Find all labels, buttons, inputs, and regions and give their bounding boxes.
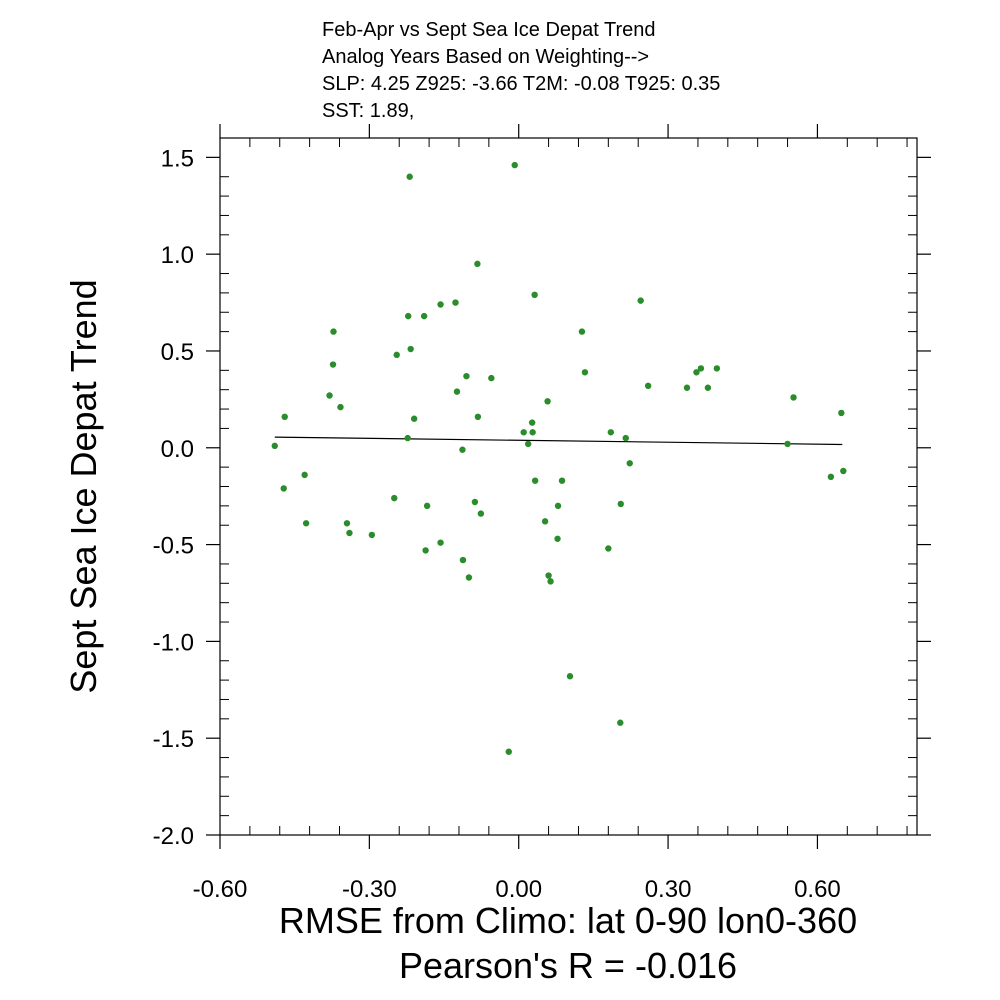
data-point bbox=[713, 365, 721, 372]
data-point bbox=[474, 260, 481, 268]
data-point bbox=[422, 547, 429, 554]
data-point bbox=[531, 477, 539, 484]
data-point bbox=[704, 384, 712, 391]
data-point bbox=[528, 419, 536, 426]
y-tick-label: 0.0 bbox=[161, 436, 194, 463]
plot-frame bbox=[219, 137, 918, 836]
axis-ticks bbox=[206, 124, 931, 849]
x-tick-label: -0.30 bbox=[342, 876, 397, 903]
y-tick-label: 1.5 bbox=[161, 145, 194, 172]
data-point bbox=[393, 351, 400, 359]
data-point bbox=[558, 477, 566, 484]
data-point bbox=[337, 403, 344, 411]
y-tick-label: -1.0 bbox=[153, 629, 194, 656]
data-point bbox=[838, 409, 845, 417]
data-point bbox=[840, 467, 847, 475]
data-point bbox=[617, 500, 624, 508]
data-point bbox=[343, 520, 351, 527]
data-point bbox=[554, 535, 561, 542]
data-point bbox=[544, 398, 551, 405]
data-point bbox=[505, 748, 512, 755]
x-tick-label: 0.00 bbox=[495, 876, 542, 903]
data-points bbox=[271, 161, 847, 755]
data-point bbox=[622, 434, 629, 442]
y-tick-label: 0.5 bbox=[161, 339, 194, 366]
x-tick-label: -0.60 bbox=[193, 876, 248, 903]
data-point bbox=[784, 440, 791, 448]
y-tick-label: -0.5 bbox=[153, 533, 194, 560]
data-point bbox=[368, 531, 376, 539]
data-point bbox=[281, 413, 288, 420]
data-point bbox=[581, 369, 589, 376]
data-point bbox=[404, 312, 412, 320]
data-point bbox=[637, 297, 644, 304]
data-point bbox=[471, 498, 479, 506]
data-point bbox=[644, 382, 652, 390]
trend-line-group bbox=[274, 436, 843, 446]
data-point bbox=[406, 173, 413, 180]
data-point bbox=[463, 372, 470, 380]
y-axis-title: Sept Sea Ice Depat Trend bbox=[63, 279, 104, 693]
data-point bbox=[301, 471, 308, 479]
y-tick-label: -2.0 bbox=[153, 823, 194, 850]
data-point bbox=[547, 578, 554, 585]
tick-labels: -0.60 -0.30 0.00 0.30 0.60 -2.0 -1.5 -1.0 -0.5 0.… bbox=[153, 145, 841, 903]
data-point bbox=[453, 388, 461, 395]
data-point bbox=[271, 442, 278, 450]
data-point bbox=[346, 529, 353, 537]
y-tick-label: 1.0 bbox=[161, 242, 194, 269]
data-point bbox=[511, 161, 518, 169]
data-point bbox=[790, 394, 797, 401]
data-point bbox=[423, 502, 431, 510]
title-line: SLP: 4.25 Z925: -3.66 T2M: -0.08 T925: 0… bbox=[322, 73, 720, 95]
data-point bbox=[420, 312, 428, 320]
data-point bbox=[607, 429, 615, 436]
data-point bbox=[474, 413, 482, 420]
data-point bbox=[459, 556, 467, 564]
data-point bbox=[452, 299, 459, 306]
data-point bbox=[531, 291, 538, 299]
data-point bbox=[554, 502, 562, 510]
data-point bbox=[545, 572, 552, 579]
data-point bbox=[697, 365, 705, 372]
data-point bbox=[520, 429, 527, 436]
chart-title: Feb-Apr vs Sept Sea Ice Depat Trend Anal… bbox=[322, 19, 720, 122]
data-point bbox=[326, 392, 333, 399]
trend-line bbox=[274, 436, 843, 446]
data-point bbox=[280, 485, 287, 492]
title-line: Analog Years Based on Weighting--> bbox=[322, 46, 649, 68]
data-point bbox=[410, 415, 418, 422]
pearson-r-label: Pearson's R = -0.016 bbox=[399, 945, 737, 986]
data-point bbox=[529, 429, 536, 436]
data-point bbox=[605, 545, 612, 552]
data-point bbox=[566, 673, 574, 680]
data-point bbox=[541, 518, 549, 525]
data-point bbox=[465, 574, 473, 581]
data-point bbox=[488, 374, 495, 382]
data-point bbox=[578, 328, 586, 335]
data-point bbox=[827, 473, 835, 481]
data-point bbox=[459, 446, 466, 453]
x-axis-title: RMSE from Climo: lat 0-90 lon0-360 bbox=[279, 900, 857, 941]
data-point bbox=[617, 719, 624, 726]
data-point bbox=[302, 520, 310, 527]
data-point bbox=[329, 361, 337, 368]
data-point bbox=[391, 494, 398, 502]
x-tick-label: 0.30 bbox=[645, 876, 692, 903]
y-tick-label: -1.5 bbox=[153, 726, 194, 753]
data-point bbox=[693, 369, 700, 376]
data-point bbox=[626, 460, 633, 467]
title-line: Feb-Apr vs Sept Sea Ice Depat Trend bbox=[322, 19, 656, 41]
data-point bbox=[524, 440, 532, 448]
data-point bbox=[477, 510, 485, 517]
data-point bbox=[683, 384, 691, 391]
data-point bbox=[437, 539, 444, 546]
data-point bbox=[437, 301, 444, 308]
data-point bbox=[404, 434, 411, 442]
data-point bbox=[330, 328, 337, 335]
x-tick-label: 0.60 bbox=[794, 876, 841, 903]
data-point bbox=[407, 345, 414, 353]
title-line: SST: 1.89, bbox=[322, 100, 414, 122]
